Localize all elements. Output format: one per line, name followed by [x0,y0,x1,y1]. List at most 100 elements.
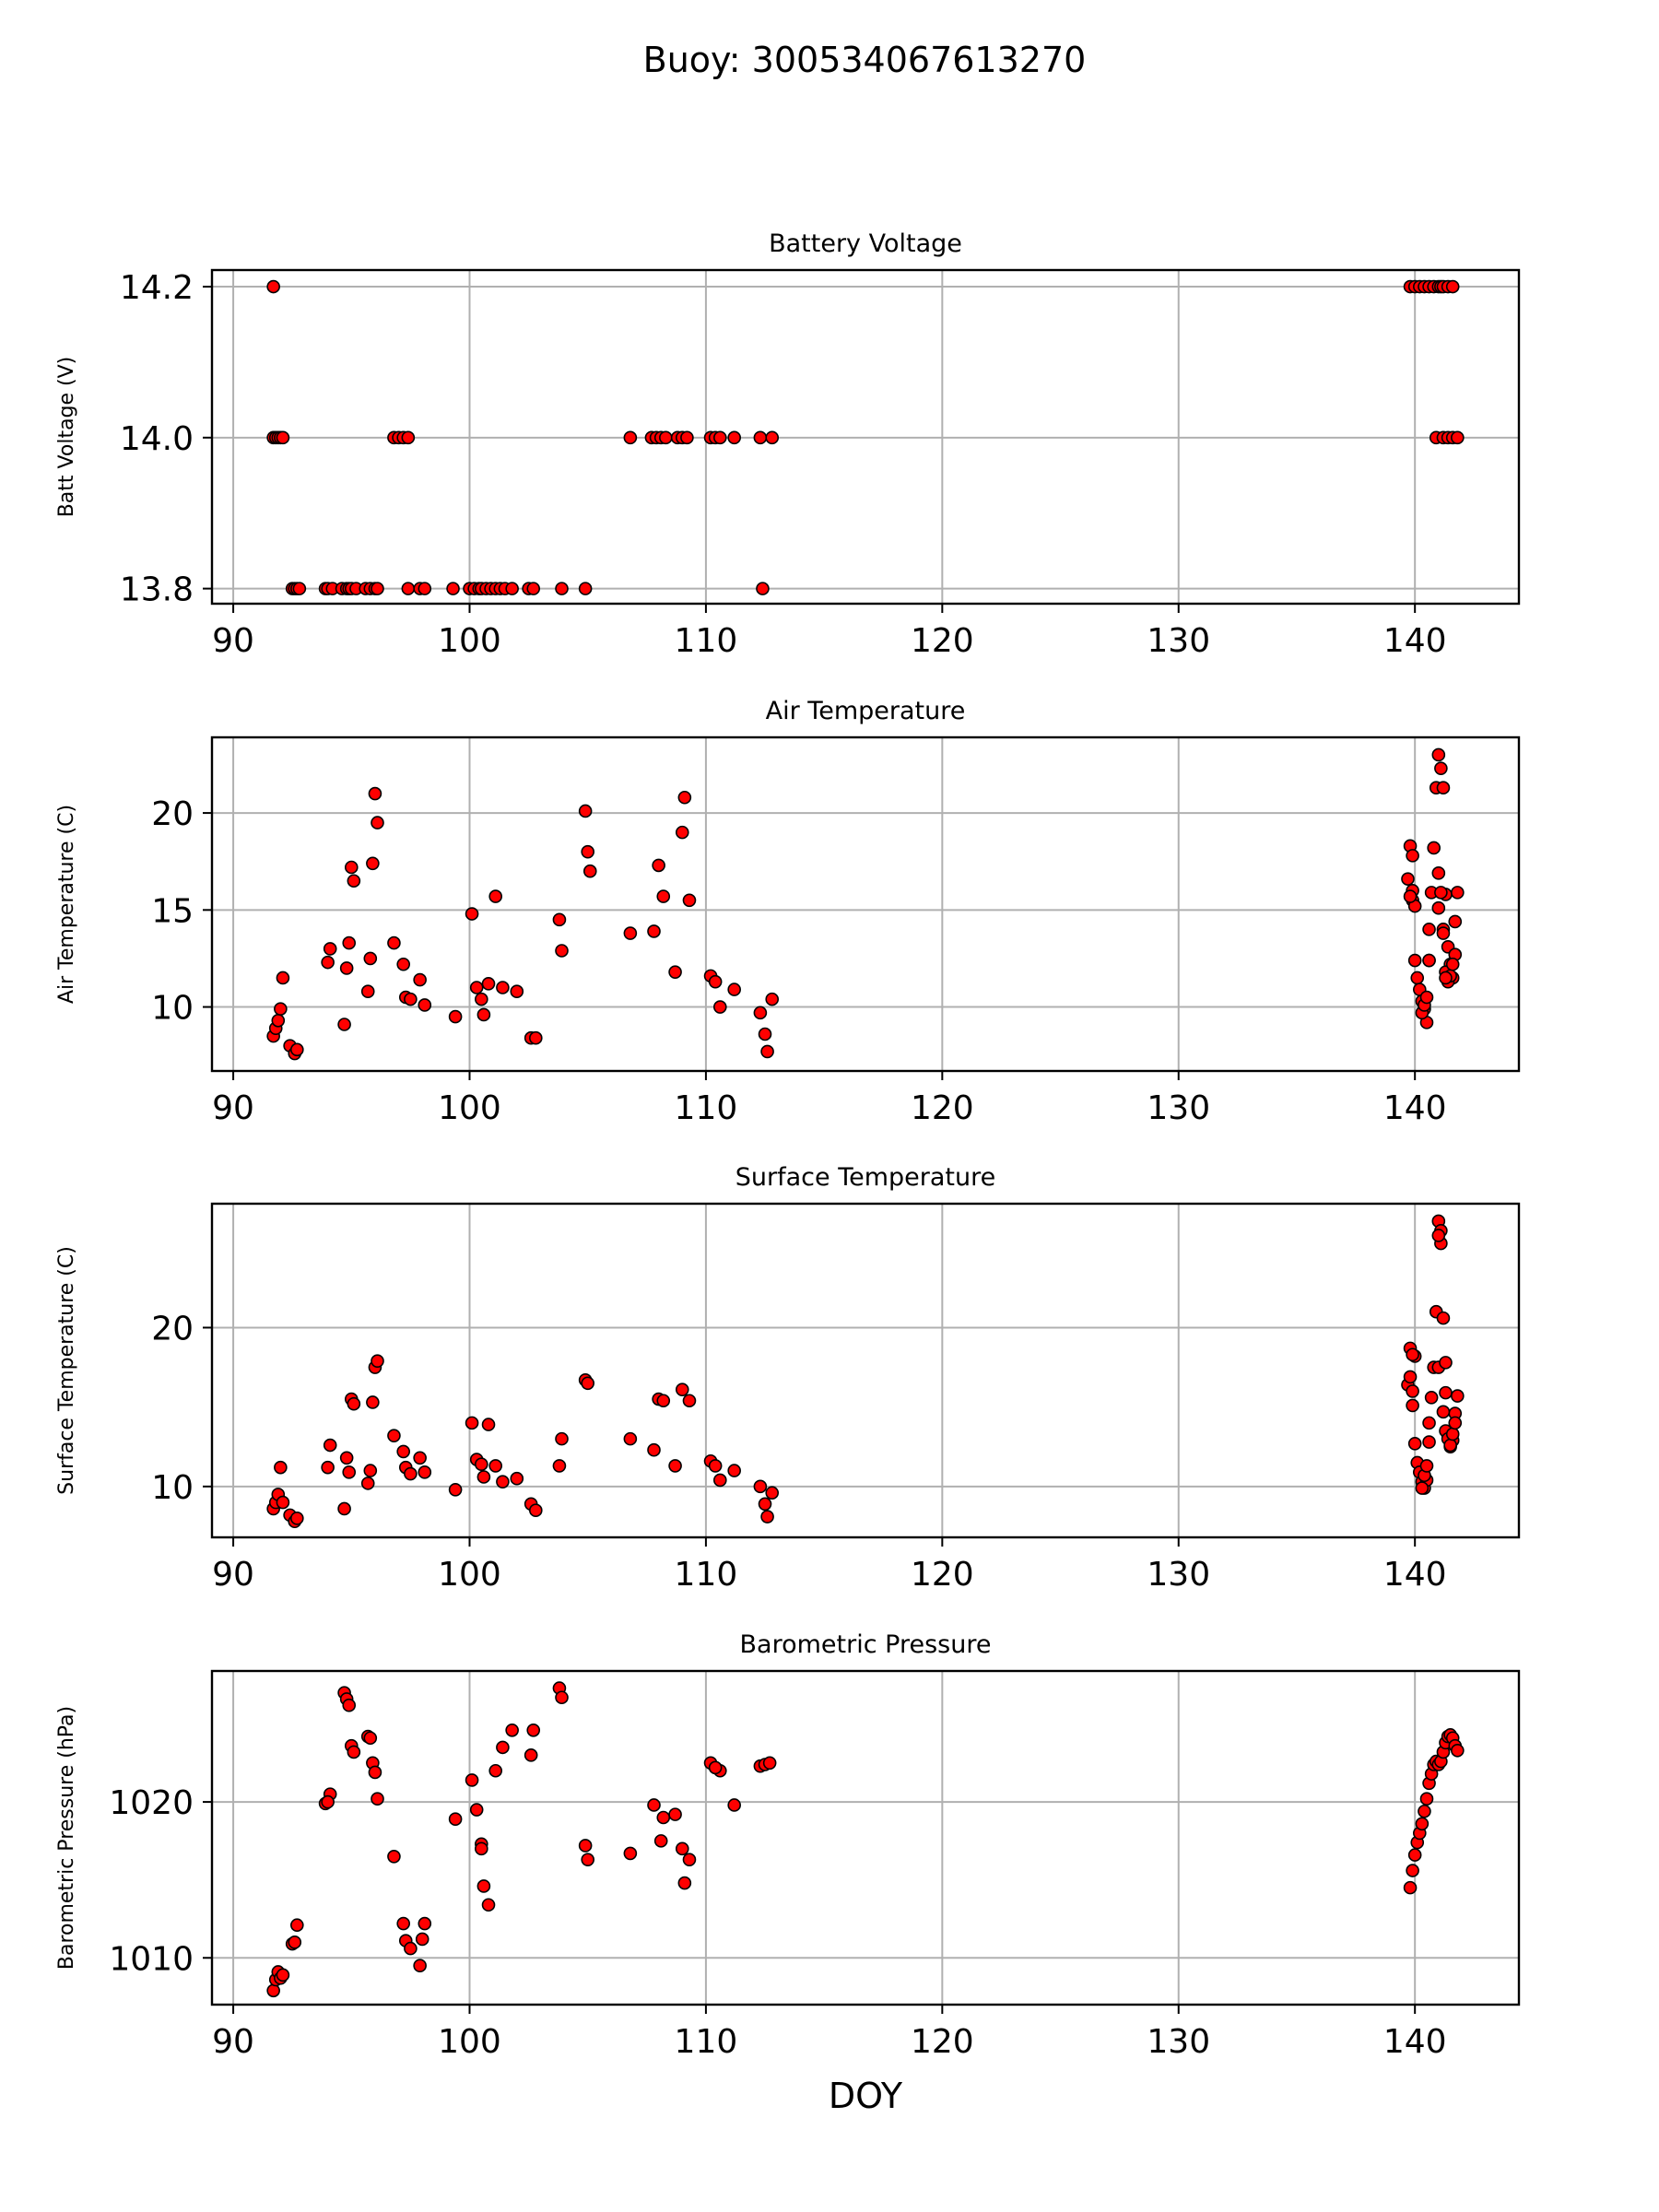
data-point [271,1013,286,1028]
data-point [1422,923,1436,936]
data-point [647,1798,661,1812]
data-point [276,430,290,445]
data-point [555,944,569,958]
data-point [276,1495,290,1510]
data-point [321,1794,335,1809]
data-point [1451,1743,1465,1758]
scatter-points [266,279,1465,595]
data-point [366,856,380,871]
x-tick-label: 140 [1383,622,1447,660]
x-tick-label: 140 [1383,1556,1447,1594]
x-axis-label: DOY [829,2076,903,2116]
data-point [404,1466,418,1481]
subplot-3: 90 100 110 120 130 140 1010 1020 Barometric Pres… [55,1630,1521,2116]
data-point [1427,841,1441,855]
data-point [623,430,638,445]
data-point [1445,957,1460,971]
data-point [274,1002,288,1016]
data-point [1445,279,1460,294]
data-point [396,957,410,971]
y-axis-label: Batt Voltage (V) [55,357,78,518]
data-point [488,1459,503,1473]
data-point [396,1444,410,1459]
data-point [727,430,741,445]
data-point [528,1503,543,1517]
data-point [418,582,432,595]
data-point [360,984,375,999]
data-point [276,971,290,985]
data-point [1415,1817,1430,1831]
data-point [1424,1391,1439,1405]
x-tick-label: 120 [911,1556,974,1594]
data-point [342,1465,357,1479]
data-point [555,1431,569,1446]
data-point [344,860,359,875]
data-point [290,1512,304,1525]
data-point [496,1740,510,1755]
x-tick-label: 110 [675,622,738,660]
data-point [505,582,519,595]
data-point [578,582,593,595]
data-point [760,1510,774,1524]
data-point [528,1030,543,1045]
data-point [682,1394,697,1408]
data-point [765,430,780,445]
data-point [708,1760,723,1775]
data-point [276,1968,290,1983]
data-point [1434,761,1448,775]
data-point [647,1442,661,1457]
data-point [758,1027,772,1041]
data-point [659,430,673,445]
data-point [404,1941,418,1956]
data-point [321,1460,335,1475]
data-point [401,582,416,595]
data-point [404,992,418,1006]
data-point [266,1983,280,1998]
data-point [1407,1848,1422,1862]
data-point [753,430,768,445]
data-point [524,1748,538,1762]
data-point [1406,1398,1419,1413]
data-point [387,1429,401,1442]
data-point [496,1475,510,1488]
x-tick-label: 100 [438,2023,501,2061]
x-tick-label: 120 [911,622,974,660]
data-point [1448,914,1463,929]
data-point [1419,1459,1434,1473]
data-point [1451,886,1465,900]
y-axis-label: Surface Temperature (C) [55,1246,78,1495]
subplot-title: Battery Voltage [769,229,962,258]
data-point [347,874,361,888]
data-point [448,1009,463,1024]
data-point [475,1457,488,1472]
x-tick-label: 90 [212,1089,254,1127]
y-tick-label: 15 [151,892,194,930]
data-point [552,1459,567,1473]
data-point [653,1834,668,1848]
data-point [656,1810,671,1825]
x-tick-label: 110 [675,1089,738,1127]
data-point [290,1042,304,1057]
data-point [727,1798,741,1812]
data-point [668,965,682,979]
data-point [413,1451,427,1465]
data-point [1419,990,1434,1005]
data-point [1407,953,1422,968]
y-axis-label: Barometric Pressure (hPa) [55,1706,78,1970]
data-point [1403,1880,1418,1895]
data-point [496,981,510,994]
data-point [1422,953,1436,968]
data-point [339,961,354,975]
axes-frame [210,1669,1521,2006]
data-point [418,1465,432,1479]
data-point [477,1007,491,1022]
data-point [396,1916,410,1931]
data-point [760,1044,774,1059]
x-tick-label: 130 [1147,1556,1210,1594]
data-point [465,1773,479,1787]
data-point [477,1470,491,1484]
data-point [677,790,692,805]
data-point [1406,1864,1419,1877]
data-point [1422,1435,1436,1449]
